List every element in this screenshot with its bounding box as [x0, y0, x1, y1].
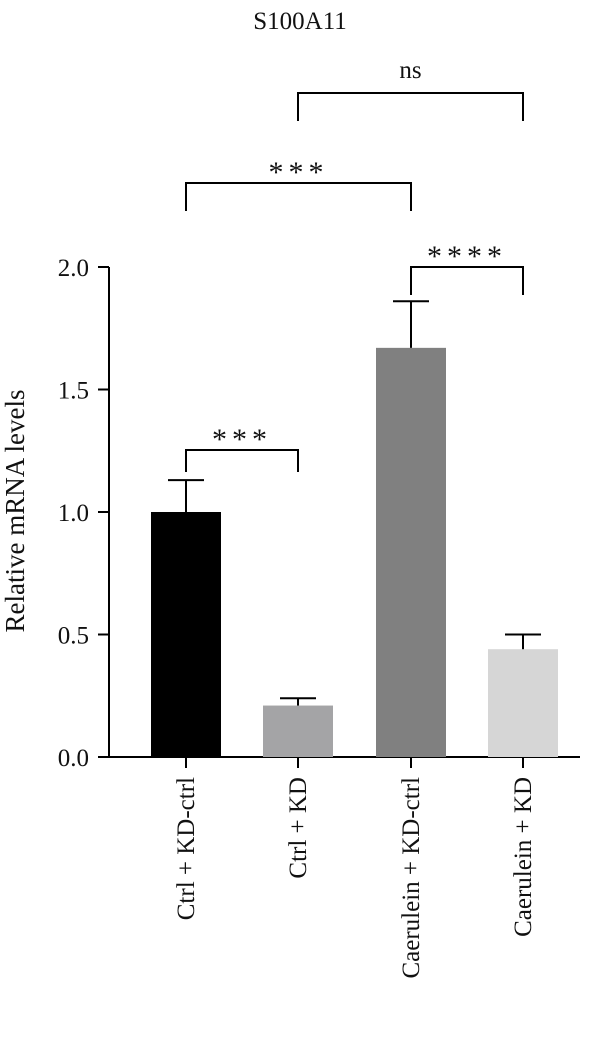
y-tick-label: 1.5: [58, 378, 89, 405]
x-tick-label: Ctrl + KD-ctrl: [173, 777, 200, 920]
plot-area: 0.0 0.5 1.0 1.5 2.0 Ctrl + KD-ctrl Ctrl + KD Ca…: [58, 57, 580, 979]
significance-label: ***: [212, 423, 272, 456]
bar: [263, 705, 333, 757]
y-axis-label: Relative mRNA levels: [0, 390, 30, 633]
significance-bracket: [185, 449, 299, 472]
significance-label: ****: [427, 240, 507, 273]
y-tick-label: 0.5: [58, 623, 89, 650]
significance-label: ***: [269, 156, 329, 189]
bar: [488, 649, 558, 757]
chart-title: S100A11: [253, 8, 347, 35]
significance-bracket: [297, 92, 524, 121]
significance-bracket: [185, 182, 412, 211]
significance-bracket: [410, 266, 524, 295]
y-tick-label: 0.0: [58, 745, 89, 772]
y-tick-label: 1.0: [58, 500, 89, 527]
significance-label: ns: [399, 57, 421, 84]
x-tick-label: Caerulein + KD-ctrl: [398, 777, 425, 979]
x-tick-label: Caerulein + KD: [510, 777, 537, 937]
bar: [376, 347, 446, 757]
x-tick-label: Ctrl + KD: [285, 777, 312, 879]
y-tick-label: 2.0: [58, 255, 89, 282]
bar: [151, 512, 221, 757]
